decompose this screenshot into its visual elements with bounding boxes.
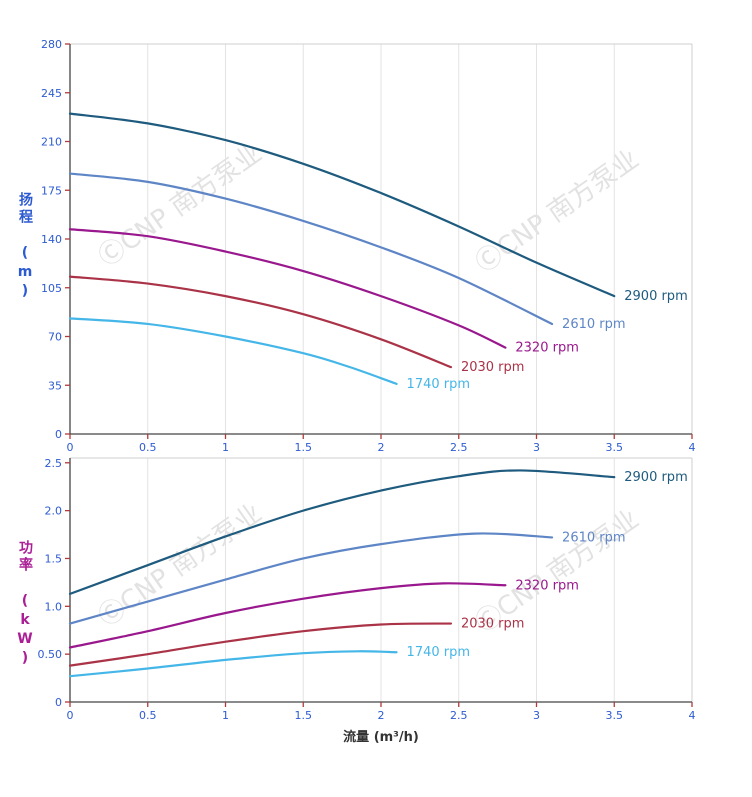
curve-2610-rpm-power xyxy=(68,532,554,625)
head-x-tick-label: 4 xyxy=(689,441,696,454)
curve-2320-rpm-head xyxy=(68,228,507,349)
power-x-tick-label: 1 xyxy=(222,709,229,722)
power-x-tick-label: 1.5 xyxy=(295,709,313,722)
curve-2030-rpm-head xyxy=(68,275,453,369)
head-watermark-0: ⒸCNP 南方泵业 xyxy=(93,138,267,272)
head-x-tick-label: 2 xyxy=(378,441,385,454)
head-y-tick-label: 280 xyxy=(41,38,62,51)
head-y-tick-label: 175 xyxy=(41,184,62,197)
series-label-2900-rpm-head: 2900 rpm xyxy=(624,289,687,304)
head-y-tick-label: 70 xyxy=(48,331,62,344)
power-y-tick-label: 2.5 xyxy=(45,457,63,470)
power-x-tick-label: 4 xyxy=(689,709,696,722)
watermark-text: ⒸCNP 南方泵业 xyxy=(93,498,267,632)
series-label-2030-rpm-head: 2030 rpm xyxy=(461,360,524,375)
flow-axis-title: 流量 (m³/h) xyxy=(343,730,419,745)
curve-2900-rpm-power xyxy=(68,469,616,595)
head-x-tick-label: 1.5 xyxy=(295,441,313,454)
series-label-2030-rpm-power: 2030 rpm xyxy=(461,617,524,632)
curve-1740-rpm-head xyxy=(68,317,398,385)
head-x-tick-label: 1 xyxy=(222,441,229,454)
power-y-tick-label: 1.5 xyxy=(45,552,63,565)
power-x-tick-label: 0 xyxy=(67,709,74,722)
power-x-tick-label: 0.5 xyxy=(139,709,157,722)
head-axis-title: 扬程 (m) xyxy=(17,192,33,302)
series-label-2610-rpm-power: 2610 rpm xyxy=(562,530,625,545)
curve-2610-rpm-head xyxy=(68,172,554,326)
head-y-tick-label: 245 xyxy=(41,87,62,100)
head-x-tick-label: 3 xyxy=(533,441,540,454)
head-x-tick-label: 2.5 xyxy=(450,441,468,454)
head-watermark-1: ⒸCNP 南方泵业 xyxy=(470,144,644,278)
power-y-tick-label: 0.50 xyxy=(38,648,63,661)
power-x-tick-label: 2 xyxy=(378,709,385,722)
power-x-tick-label: 3 xyxy=(533,709,540,722)
series-label-1740-rpm-power: 1740 rpm xyxy=(407,645,470,660)
power-y-tick-label: 0 xyxy=(55,696,62,709)
head-x-tick-label: 0 xyxy=(67,441,74,454)
curve-2320-rpm-power xyxy=(68,582,507,649)
power-axis-title: 功率 (kW) xyxy=(17,540,33,669)
watermark-text: ⒸCNP 南方泵业 xyxy=(470,144,644,278)
head-y-tick-label: 35 xyxy=(48,379,62,392)
curve-2030-rpm-power xyxy=(68,622,453,667)
series-label-2320-rpm-power: 2320 rpm xyxy=(515,578,578,593)
power-x-tick-label: 3.5 xyxy=(606,709,624,722)
power-x-tick-label: 2.5 xyxy=(450,709,468,722)
series-label-2610-rpm-head: 2610 rpm xyxy=(562,317,625,332)
head-y-tick-label: 0 xyxy=(55,428,62,441)
series-label-1740-rpm-head: 1740 rpm xyxy=(407,377,470,392)
head-y-tick-label: 140 xyxy=(41,233,62,246)
head-y-tick-label: 210 xyxy=(41,136,62,149)
watermark-text: ⒸCNP 南方泵业 xyxy=(93,138,267,272)
head-y-tick-label: 105 xyxy=(41,282,62,295)
power-watermark-0: ⒸCNP 南方泵业 xyxy=(93,498,267,632)
curve-1740-rpm-power xyxy=(68,650,398,678)
head-x-tick-label: 0.5 xyxy=(139,441,157,454)
series-label-2900-rpm-power: 2900 rpm xyxy=(624,470,687,485)
series-label-2320-rpm-head: 2320 rpm xyxy=(515,341,578,356)
curve-2900-rpm-head xyxy=(68,112,616,298)
power-y-tick-label: 2.0 xyxy=(45,505,63,518)
head-x-tick-label: 3.5 xyxy=(606,441,624,454)
power-y-tick-label: 1.0 xyxy=(45,600,63,613)
